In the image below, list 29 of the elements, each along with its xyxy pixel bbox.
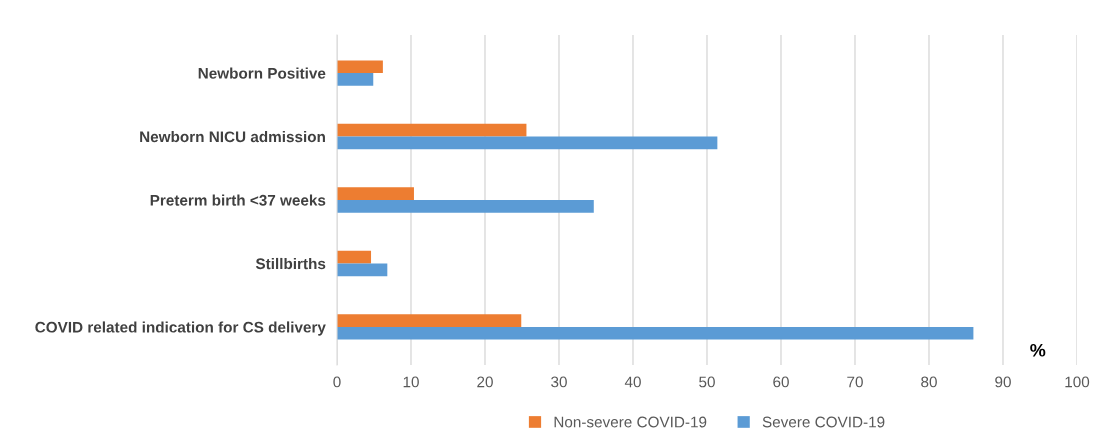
bar: [337, 73, 374, 86]
x-tick-label: 0: [333, 376, 341, 388]
x-tick-label: 80: [921, 376, 937, 388]
legend-label: Non-severe COVID-19: [554, 416, 707, 428]
bar: [337, 123, 527, 137]
legend-label: Severe COVID-19: [762, 416, 885, 428]
bar: [337, 200, 594, 213]
bar: [337, 326, 974, 340]
bar: [337, 263, 388, 277]
bar: [337, 187, 414, 200]
y-tick-label: Newborn Positive: [198, 67, 326, 79]
x-tick-label: 10: [403, 376, 419, 388]
x-tick-label: 70: [847, 376, 863, 388]
y-tick-label: Stillbirths: [255, 257, 326, 270]
bar: [337, 314, 522, 327]
x-tick-label: 40: [624, 376, 641, 388]
x-tick-label: 50: [699, 376, 715, 388]
x-tick-label: 30: [551, 376, 567, 388]
x-tick-label: 90: [995, 376, 1011, 388]
bar: [337, 136, 718, 150]
x-tick-label: 60: [773, 376, 789, 388]
y-tick-label: COVID related indication for CS delivery: [35, 321, 326, 336]
x-axis-title: %: [1030, 343, 1046, 357]
y-tick-label: Preterm birth <37 weeks: [150, 194, 326, 206]
x-tick-label: 20: [477, 376, 493, 388]
x-tick-label: 100: [1065, 376, 1090, 388]
bar: [337, 60, 383, 74]
bar: [337, 250, 372, 264]
y-tick-label: Newborn NICU admission: [140, 131, 325, 143]
